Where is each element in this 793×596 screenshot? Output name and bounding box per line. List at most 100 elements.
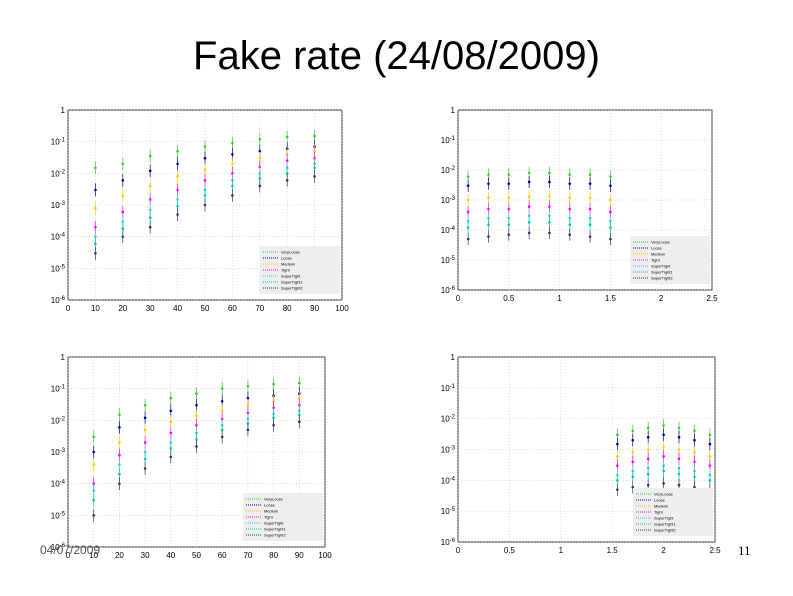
x-tick-label: 0.5: [504, 546, 516, 555]
data-point: [313, 175, 316, 178]
data-point: [118, 426, 121, 429]
y-tick-label: 10-3: [51, 448, 66, 457]
data-point: [220, 435, 224, 439]
data-point: [677, 435, 681, 439]
data-point: [203, 194, 207, 197]
data-point: [118, 482, 121, 485]
data-point: [527, 205, 531, 208]
data-point: [693, 429, 696, 433]
y-tick-label: 10-4: [441, 226, 456, 235]
data-point: [466, 210, 470, 214]
legend-label: Medium: [651, 252, 666, 257]
data-point: [631, 485, 635, 489]
legend-label: Tight: [651, 258, 661, 263]
x-tick-label: 0: [66, 551, 71, 560]
data-point: [507, 207, 511, 211]
data-point: [677, 426, 681, 430]
data-point: [466, 184, 470, 187]
x-tick-label: 90: [295, 551, 304, 560]
data-point: [246, 428, 250, 432]
data-point: [220, 399, 224, 403]
data-point: [258, 184, 262, 188]
y-tick-label: 10-6: [441, 286, 456, 295]
data-point: [169, 396, 173, 400]
data-point: [121, 162, 125, 166]
y-tick-label: 10-5: [441, 256, 456, 265]
x-tick-label: 50: [192, 551, 201, 560]
data-point: [588, 196, 592, 199]
x-tick-label: 60: [228, 304, 237, 313]
data-point: [203, 145, 207, 148]
data-point: [148, 216, 152, 219]
y-tick-label: 10-3: [441, 446, 456, 455]
y-tick-label: 10-2: [51, 169, 66, 178]
data-point: [118, 453, 121, 457]
data-point: [118, 413, 121, 417]
legend-label: SuperTight2: [264, 533, 286, 538]
data-point: [527, 195, 531, 198]
legend-label: SuperTight: [281, 274, 301, 279]
data-point: [313, 166, 316, 170]
y-tick-label: 10-5: [441, 507, 456, 516]
y-tick-label: 1: [451, 106, 456, 115]
legend-label: Loose: [264, 503, 276, 508]
x-tick-label: 70: [255, 304, 264, 313]
legend: VeryLooseLooseMediumTightSuperTightSuper…: [630, 236, 710, 284]
data-point: [548, 180, 551, 184]
y-tick-label: 10-2: [441, 415, 456, 424]
data-point: [466, 219, 470, 223]
data-point: [231, 162, 234, 166]
legend-label: VeryLoose: [651, 240, 671, 245]
data-point: [609, 219, 612, 223]
data-point: [487, 207, 490, 211]
data-point: [568, 182, 572, 185]
data-point: [246, 396, 250, 400]
data-point: [220, 428, 224, 432]
legend: VeryLooseLooseMediumTightSuperTightSuper…: [260, 246, 340, 294]
data-point: [487, 216, 490, 220]
data-point: [507, 182, 511, 185]
data-point: [708, 442, 712, 446]
data-point: [195, 414, 198, 418]
legend-label: Medium: [654, 504, 669, 509]
data-point: [588, 235, 592, 238]
data-point: [616, 479, 619, 482]
data-point: [609, 237, 612, 241]
data-point: [507, 223, 511, 227]
data-point: [195, 403, 198, 407]
data-point: [708, 464, 712, 467]
slide-date: 04/07/2009: [40, 543, 101, 557]
data-point: [203, 168, 207, 172]
data-point: [487, 196, 490, 199]
data-point: [548, 171, 551, 175]
data-point: [121, 235, 125, 238]
data-point: [588, 173, 592, 176]
data-point: [568, 223, 572, 227]
legend-label: SuperTight1: [654, 522, 676, 527]
data-point: [148, 169, 152, 173]
y-tick-label: 10-5: [51, 264, 66, 273]
data-point: [92, 463, 95, 466]
data-point: [609, 226, 612, 229]
chart-panel-1: 10-610-510-410-310-210-110 10 20 30 40 50 60 70…: [51, 106, 349, 313]
data-point: [662, 455, 665, 458]
legend-label: Loose: [654, 498, 666, 503]
data-point: [285, 135, 289, 139]
data-point: [548, 221, 551, 224]
y-tick-label: 10-3: [51, 201, 66, 210]
data-point: [609, 184, 612, 187]
y-tick-label: 10-6: [51, 296, 66, 305]
data-point: [148, 225, 152, 229]
data-point: [466, 226, 470, 229]
legend-label: SuperTight: [651, 264, 671, 269]
data-point: [616, 488, 619, 491]
x-tick-label: 0: [456, 546, 461, 555]
data-point: [693, 451, 696, 454]
data-point: [195, 445, 198, 448]
data-point: [176, 205, 179, 208]
legend-label: Tight: [264, 515, 274, 520]
data-point: [94, 251, 97, 255]
legend-label: SuperTight2: [651, 276, 673, 281]
x-tick-label: 80: [269, 551, 278, 560]
